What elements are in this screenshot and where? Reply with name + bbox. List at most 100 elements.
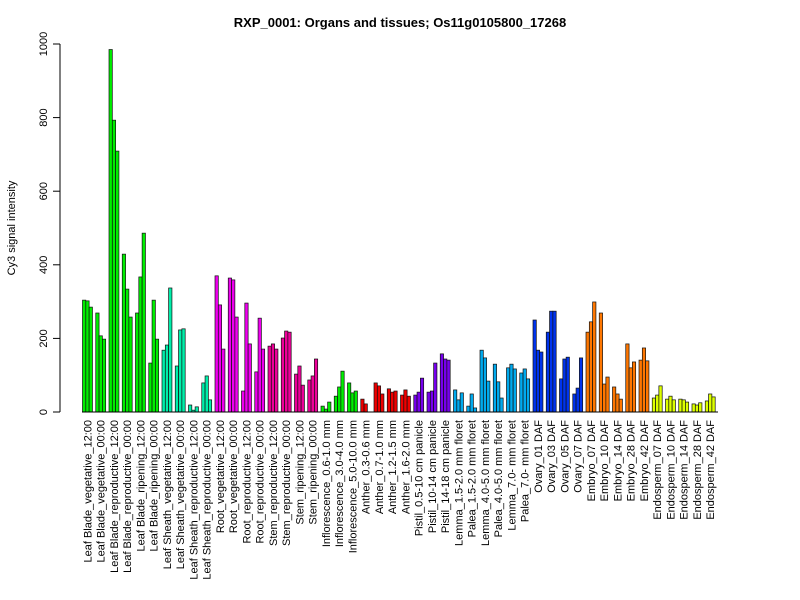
y-tick-label: 200 (38, 329, 50, 347)
x-tick-label: Stem_reproductive_12:00 (268, 420, 280, 546)
bar (526, 378, 531, 413)
bar (350, 392, 355, 413)
y-axis-label: Cy3 signal intensity (6, 180, 18, 275)
bar (82, 299, 87, 413)
bar (178, 329, 183, 413)
x-tick-label: Endosperm_42 DAF (705, 420, 717, 520)
bar (274, 348, 279, 413)
bar (314, 358, 319, 413)
bar (602, 383, 607, 413)
bar (125, 288, 130, 413)
bar (234, 316, 239, 413)
bar (539, 351, 544, 413)
bar (592, 301, 597, 413)
bar (482, 357, 487, 413)
bar (141, 232, 146, 413)
bar (575, 387, 580, 413)
bar (443, 358, 448, 413)
bar (698, 402, 703, 413)
bar (519, 372, 524, 413)
x-tick-label: Root_vegetative_00:00 (228, 420, 240, 533)
bar (108, 49, 113, 413)
x-tick-label: Inflorescence_3.0-4.0 mm (334, 420, 346, 547)
bar (456, 399, 461, 413)
x-tick-label: Leaf Blade_ripening_12:00 (135, 420, 147, 552)
bar (294, 373, 299, 413)
bar (363, 403, 368, 413)
x-tick-label: Leaf Sheath_vegetative_12:00 (162, 420, 174, 569)
bar (204, 375, 209, 413)
bar (641, 347, 646, 413)
x-tick-label: Leaf Blade_vegetative_00:00 (96, 420, 108, 563)
bar (572, 393, 577, 413)
x-tick-label: Endosperm_10 DAF (665, 420, 677, 520)
x-tick-label: Embryo_42 DAF (639, 420, 651, 502)
bar (151, 299, 156, 413)
bar (284, 330, 289, 413)
bar (188, 404, 193, 413)
bar (406, 395, 411, 413)
bar (300, 384, 305, 413)
bar (685, 401, 690, 413)
bar (668, 395, 673, 413)
x-tick-label: Root_reproductive_12:00 (241, 420, 253, 544)
bar (509, 363, 514, 413)
bar (208, 399, 213, 413)
x-tick-label: Anther_0.3-0.6 mm (361, 420, 373, 514)
bar (376, 385, 381, 413)
bar (347, 382, 352, 413)
bar (386, 388, 391, 413)
x-tick-label: Stem_ripening_12:00 (294, 420, 306, 525)
x-tick-label: Leaf Blade_reproductive_12:00 (109, 420, 121, 573)
bar (671, 399, 676, 413)
bar (446, 359, 451, 413)
bar (241, 390, 246, 413)
bar (244, 302, 249, 413)
x-tick-label: Endosperm_14 DAF (679, 420, 691, 520)
x-tick-label: Root_vegetative_12:00 (215, 420, 227, 533)
x-tick-label: Root_reproductive_00:00 (255, 420, 267, 544)
bar (270, 343, 275, 413)
x-tick-label: Pistil_0.5-10 cm panicle (414, 420, 426, 536)
bar (102, 338, 107, 413)
bar (267, 345, 272, 413)
bar (605, 376, 610, 413)
x-tick-label: Palea_4.0-5.0 mm floret (493, 420, 505, 537)
bar (261, 348, 266, 413)
x-tick-label: Stem_ripening_00:00 (308, 420, 320, 525)
x-tick-labels: Leaf Blade_vegetative_12:00 Leaf Blade_ve… (82, 420, 717, 580)
bar (135, 312, 140, 413)
bar (612, 386, 617, 413)
bar (665, 398, 670, 413)
bar (115, 150, 120, 413)
bar (678, 398, 683, 413)
x-tick-label: Ovary_07 DAF (573, 420, 585, 493)
bar (148, 362, 153, 413)
bar (433, 362, 438, 413)
x-tick-label: Embryo_07 DAF (586, 420, 598, 502)
x-tick-label: Lemma_4.0-5.0 mm floret (480, 420, 492, 546)
bar (658, 385, 663, 413)
bar (545, 331, 550, 413)
bar (625, 343, 630, 413)
bar (459, 392, 464, 413)
bar (390, 391, 395, 413)
bar (473, 407, 478, 413)
x-tick-label: Ovary_01 DAF (533, 420, 545, 493)
bar (618, 398, 623, 413)
x-tick-label: Embryo_28 DAF (626, 420, 638, 502)
x-tick-label: Endosperm_07 DAF (652, 420, 664, 520)
bar (466, 405, 471, 413)
bar (549, 310, 554, 413)
bar (486, 380, 491, 413)
bar (138, 276, 143, 413)
bar (522, 368, 527, 413)
bar (562, 358, 567, 413)
bar (121, 253, 126, 413)
x-tick-label: Leaf Sheath_reproductive_00:00 (202, 420, 214, 580)
y-tick-label: 0 (38, 409, 50, 415)
x-tick-label: Palea_1.5-2.0 mm floret (467, 420, 479, 537)
y-tick-label: 600 (38, 182, 50, 200)
x-tick-label: Ovary_05 DAF (559, 420, 571, 493)
bar (638, 359, 643, 413)
